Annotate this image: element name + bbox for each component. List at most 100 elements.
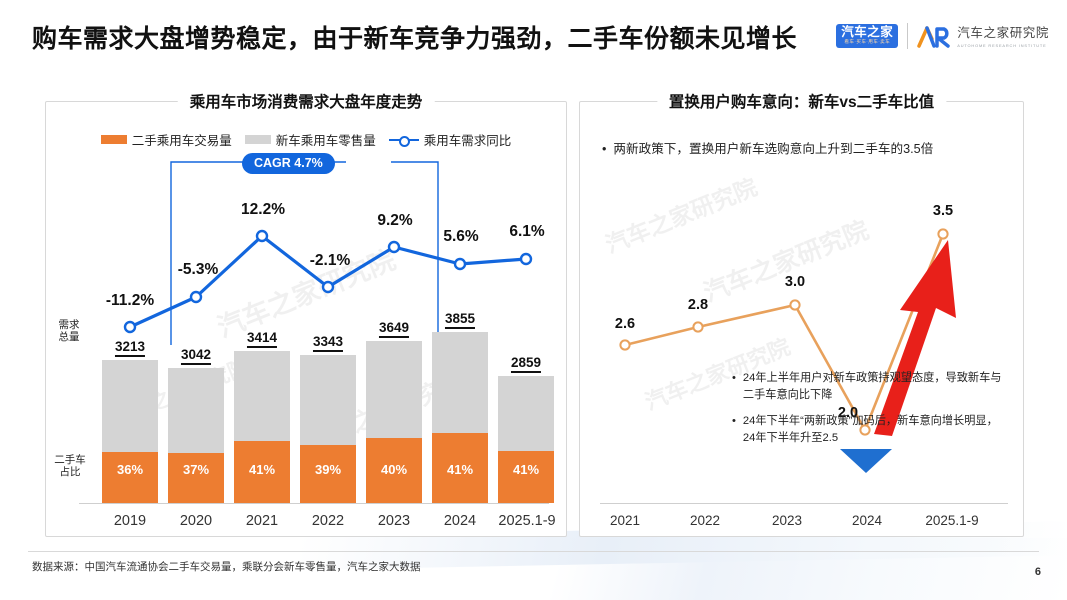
bar-total-label: 3042	[180, 347, 212, 365]
x-axis-line	[79, 503, 549, 504]
bar-2019[interactable]: 3213 36%	[102, 339, 158, 503]
bar-share-label: 37%	[182, 462, 210, 477]
legend-label-used-car: 二手乘用车交易量	[131, 134, 232, 148]
yoy-label-2019: -11.2%	[105, 292, 155, 309]
bar-share-label: 40%	[380, 462, 408, 477]
bar-segment-used-car	[432, 433, 488, 503]
bar-segment-new-car	[432, 332, 488, 433]
bar-2023[interactable]: 3649 40%	[366, 320, 422, 503]
bar-segment-used-car	[366, 438, 422, 503]
bar-segment-used-car	[168, 453, 224, 503]
bar-total-label: 3855	[444, 311, 476, 329]
bar-total-label: 2859	[510, 355, 542, 373]
bar-segment-new-car	[234, 351, 290, 441]
bar-share-label: 36%	[116, 462, 144, 477]
bullet-dot-icon: •	[732, 372, 736, 384]
bar-2024[interactable]: 3855 41%	[432, 311, 488, 503]
bar-2022[interactable]: 3343 39%	[300, 334, 356, 503]
ratio-label-2022: 2.8	[687, 297, 709, 313]
page-title: 购车需求大盘增势稳定，由于新车竞争力强劲，二手车份额未见增长	[32, 25, 798, 53]
orange-square-icon	[100, 135, 127, 144]
x-tick-2019: 2019	[113, 513, 147, 529]
research-institute-lockup: 汽车之家研究院 AUTOHOME RESEARCH INSTITUTE	[917, 24, 1049, 49]
red-up-arrow-icon	[874, 240, 956, 436]
right-panel-bullet-text: 两新政策下，置换用户新车选购意向上升到二手车的3.5倍	[613, 142, 934, 156]
bar-share-label: 41%	[512, 462, 540, 477]
yoy-label-2020: -5.3%	[177, 261, 219, 278]
bar-segment-used-car	[234, 441, 290, 503]
legend-label-demand-yoy: 乘用车需求同比	[423, 134, 512, 148]
bar-total-label: 3213	[114, 339, 146, 357]
legend-item-used-car[interactable]: 二手乘用车交易量	[100, 130, 232, 149]
callout-text-2: 24年下半年“两新政策”加码后，新车意向增长明显，24年下半年升至2.5	[742, 415, 998, 445]
yoy-label-2021: 12.2%	[241, 201, 285, 218]
down-triangle-icon	[840, 449, 892, 473]
blue-line-marker-icon	[388, 135, 419, 147]
callout-item: • 24年下半年“两新政策”加码后，新车意向增长明显，24年下半年升至2.5	[732, 413, 1004, 447]
x-tick-2023: 2023	[377, 513, 411, 529]
left-chart-title: 乘用车市场消费需求大盘年度走势	[177, 90, 435, 112]
callout-text-1: 24年上半年用户对新车政策持观望态度，导致新车与二手车意向比下降	[742, 372, 1002, 402]
x-tick-2024: 2024	[443, 513, 477, 529]
bar-segment-new-car	[300, 355, 356, 445]
x-tick-2021: 2021	[609, 513, 641, 528]
x-tick-2021: 2021	[245, 513, 279, 529]
legend-label-new-car: 新车乘用车零售量	[275, 134, 376, 148]
yoy-label-2022: -2.1%	[309, 252, 351, 269]
bullet-dot-icon: •	[732, 415, 736, 428]
slide-header: 购车需求大盘增势稳定，由于新车竞争力强劲，二手车份额未见增长 汽车之家 看车·买…	[0, 0, 1067, 76]
research-institute-name: 汽车之家研究院	[957, 26, 1049, 41]
ar-monogram-icon	[917, 25, 951, 48]
x-tick-2025: 2025.1-9	[498, 513, 556, 529]
bar-2025[interactable]: 2859 41%	[498, 355, 554, 503]
x-tick-2022: 2022	[689, 513, 721, 528]
bar-segment-new-car	[168, 368, 224, 453]
bar-segment-new-car	[102, 360, 158, 452]
ratio-label-2023: 3.0	[784, 274, 806, 290]
bar-share-label: 39%	[314, 462, 342, 477]
bar-total-label: 3649	[378, 320, 410, 338]
autohome-logo: 汽车之家 看车·买车·用车·卖车	[836, 24, 899, 48]
brand-divider	[907, 23, 909, 49]
bar-segment-used-car	[300, 445, 356, 503]
x-axis-line	[600, 503, 1008, 504]
axis-label-used-share: 二手车 占比	[54, 454, 86, 479]
yoy-label-2023: 9.2%	[377, 212, 413, 229]
legend-item-new-car[interactable]: 新车乘用车零售量	[244, 130, 376, 149]
cagr-badge: CAGR 4.7%	[242, 153, 335, 174]
callout-item: • 24年上半年用户对新车政策持观望态度，导致新车与二手车意向比下降	[732, 370, 1004, 404]
axis-label-total-demand: 需求 总量	[58, 319, 80, 344]
x-tick-2024: 2024	[851, 513, 883, 528]
page-number: 6	[1034, 566, 1041, 578]
bar-2021[interactable]: 3414 41%	[234, 330, 290, 503]
bar-segment-new-car	[366, 341, 422, 438]
x-tick-2020: 2020	[179, 513, 213, 529]
x-tick-2023: 2023	[771, 513, 803, 528]
right-chart-title: 置换用户购车意向：新车vs二手车比值	[656, 90, 947, 112]
autohome-logo-text: 汽车之家	[841, 25, 894, 40]
bullet-dot-icon: •	[602, 142, 607, 156]
right-chart-plot: 汽车之家研究院 汽车之家研究院 汽车之家研究院 2.6 2.8 3.0 2.0 …	[580, 102, 1023, 536]
bar-segment-used-car	[498, 451, 554, 503]
left-chart-panel: 乘用车市场消费需求大盘年度走势 二手乘用车交易量 新车乘用车零售量 乘用车需求同…	[45, 90, 567, 537]
bar-segment-new-car	[498, 376, 554, 451]
brand-lockup: 汽车之家 看车·买车·用车·卖车 汽车之家研究院 AUTOHOME RESEAR…	[836, 23, 1049, 49]
ratio-label-2021: 2.6	[614, 316, 636, 332]
footer-divider	[28, 551, 1039, 552]
right-panel-callout: • 24年上半年用户对新车政策持观望态度，导致新车与二手车意向比下降 • 24年…	[732, 370, 1004, 456]
yoy-label-2024: 5.6%	[443, 228, 479, 245]
ratio-label-2025: 3.5	[932, 203, 954, 219]
bar-segment-used-car	[102, 452, 158, 503]
ratio-line-series	[619, 228, 949, 436]
legend-item-demand-yoy[interactable]: 乘用车需求同比	[388, 130, 512, 149]
right-panel-bullet: • 两新政策下，置换用户新车选购意向上升到二手车的3.5倍	[602, 140, 1002, 159]
bar-2020[interactable]: 3042 37%	[168, 347, 224, 503]
x-tick-2025: 2025.1-9	[925, 513, 979, 528]
data-source-note: 数据来源：中国汽车流通协会二手车交易量，乘联分会新车零售量，汽车之家大数据	[32, 561, 421, 573]
research-institute-name-en: AUTOHOME RESEARCH INSTITUTE	[957, 42, 1047, 48]
bar-total-label: 3343	[312, 334, 344, 352]
gray-square-icon	[244, 135, 271, 144]
yoy-label-2025: 6.1%	[509, 223, 545, 240]
x-tick-2022: 2022	[311, 513, 345, 529]
